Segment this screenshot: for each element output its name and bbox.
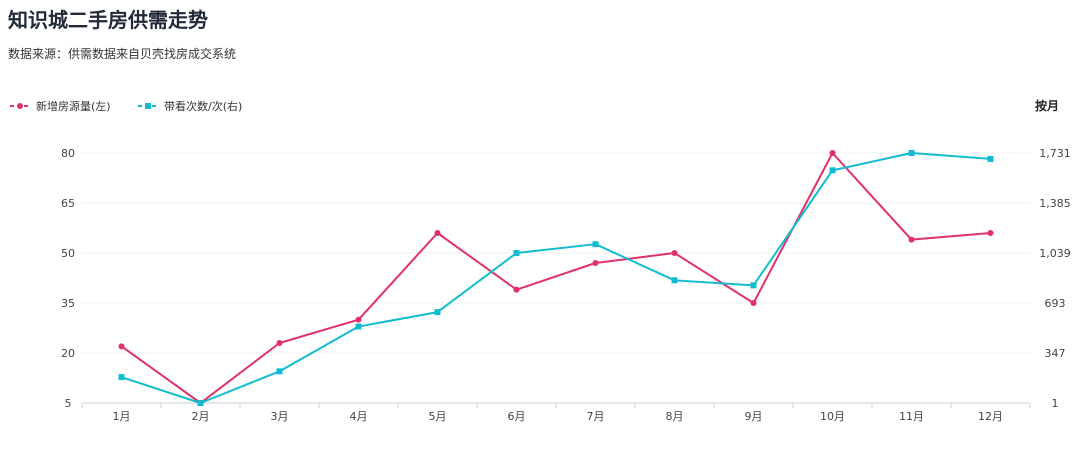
- data-point: [987, 230, 994, 236]
- x-tick-label: 7月: [587, 410, 605, 423]
- x-tick-label: 4月: [350, 410, 368, 423]
- y-right-tick-label: 1,039: [1039, 247, 1071, 260]
- x-tick-label: 3月: [271, 410, 289, 423]
- y-left-tick-label: 20: [61, 347, 75, 360]
- data-point: [355, 323, 362, 330]
- legend-marker: [145, 103, 151, 109]
- data-point: [592, 241, 599, 248]
- x-tick-label: 11月: [899, 410, 924, 423]
- data-point: [197, 400, 204, 406]
- chart-title: 知识城二手房供需走势: [8, 8, 208, 32]
- data-point: [513, 250, 520, 256]
- x-tick-label: 2月: [192, 410, 210, 423]
- data-point: [355, 316, 362, 323]
- y-axis-right: 1 347 693 1,039 1,385 1,731: [1039, 147, 1071, 410]
- y-left-tick-label: 35: [61, 297, 75, 310]
- data-point: [908, 150, 915, 156]
- y-left-tick-label: 65: [61, 197, 75, 210]
- x-tick-label: 10月: [820, 410, 845, 423]
- y-right-tick-label: 1: [1052, 397, 1059, 410]
- x-tick-label: 1月: [113, 410, 131, 423]
- series-group: [118, 150, 994, 406]
- x-tick-label: 12月: [978, 410, 1003, 423]
- data-point: [750, 300, 757, 306]
- data-point: [276, 340, 283, 346]
- data-point: [908, 236, 915, 243]
- x-tick-label: 6月: [508, 410, 526, 423]
- series-line: [121, 152, 991, 404]
- data-point: [671, 250, 678, 256]
- y-left-tick-label: 50: [61, 247, 75, 260]
- chart-subtitle: 数据来源：供需数据来自贝壳找房成交系统: [8, 47, 237, 61]
- legend-label: 新增房源量(左): [36, 99, 111, 113]
- x-tick-label: 5月: [429, 410, 447, 423]
- y-left-tick-label: 5: [65, 397, 72, 410]
- data-point: [750, 282, 757, 289]
- y-right-tick-label: 1,385: [1039, 197, 1071, 210]
- legend-label: 带看次数/次(右): [164, 99, 242, 113]
- data-point: [987, 155, 994, 162]
- data-point: [434, 309, 441, 316]
- y-left-tick-label: 80: [61, 147, 75, 160]
- legend: 新增房源量(左) 带看次数/次(右): [10, 99, 242, 113]
- data-point: [276, 368, 283, 375]
- x-tick-label: 8月: [666, 410, 684, 423]
- series-line: [120, 152, 991, 404]
- grid-lines: [82, 152, 1030, 404]
- legend-marker: [17, 103, 23, 109]
- x-tick-label: 9月: [745, 410, 763, 423]
- data-point: [829, 167, 836, 174]
- data-point: [829, 150, 836, 156]
- data-point: [513, 286, 520, 293]
- data-point: [671, 277, 678, 284]
- y-right-tick-label: 1,731: [1039, 147, 1071, 160]
- x-axis: 1月 2月 3月 4月 5月 6月 7月 8月 9月 10月 11月 12月: [81, 403, 1031, 423]
- y-right-tick-label: 693: [1045, 297, 1066, 310]
- y-axis-left: 5 20 35 50 65 80: [61, 147, 75, 410]
- data-point: [434, 230, 441, 236]
- data-point: [592, 260, 599, 266]
- data-point: [118, 343, 125, 350]
- right-axis-title: 按月: [1035, 98, 1059, 113]
- y-right-tick-label: 347: [1045, 347, 1066, 360]
- data-point: [118, 374, 125, 381]
